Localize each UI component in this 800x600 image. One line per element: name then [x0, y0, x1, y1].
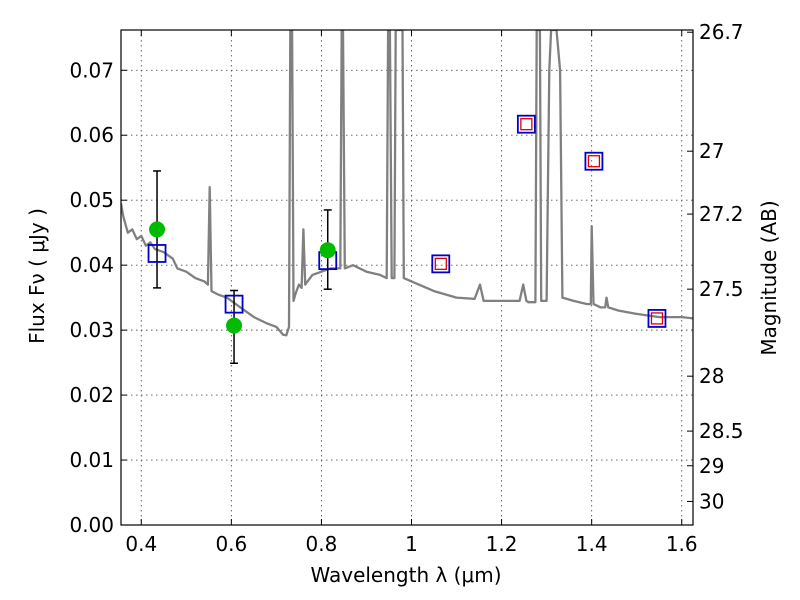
y-tick-label: 0.04 — [69, 253, 114, 277]
y2-tick-label: 29 — [699, 454, 724, 478]
x-tick-label: 1.2 — [486, 532, 518, 556]
y-tick-label: 0.03 — [69, 318, 114, 342]
upper-limit-square — [434, 257, 447, 271]
observed-flux-point — [319, 242, 336, 259]
y2-tick-label: 26.7 — [699, 20, 744, 44]
y-tick-label: 0.01 — [69, 448, 114, 472]
model-flux-square — [431, 254, 451, 274]
y-tick-label: 0.02 — [69, 383, 114, 407]
tick-labels: 0.4 0.6 0.8 1 1.2 1.4 1.6 0.00 0.01 0.02 0.03 0.04 0… — [69, 20, 743, 556]
model-spectrum-line — [121, 30, 693, 337]
x-tick-label: 0.8 — [306, 532, 338, 556]
axis-ticks — [121, 30, 693, 526]
upper-limit-square — [520, 118, 533, 131]
y-axis-title: Flux Fν ( μJy ) — [25, 208, 49, 344]
y-tick-label: 0.00 — [69, 513, 114, 537]
y-tick-label: 0.07 — [69, 58, 114, 82]
y2-tick-label: 28.5 — [699, 419, 744, 443]
y2-tick-label: 28 — [699, 364, 724, 388]
secondary-y-axis-title: Magnitude (AB) — [757, 200, 781, 355]
x-tick-label: 0.6 — [215, 532, 247, 556]
model-flux-square — [584, 151, 604, 171]
upper-limit-square — [587, 155, 601, 168]
upper-limit-square — [650, 312, 664, 325]
y-tick-label: 0.05 — [69, 188, 114, 212]
y2-tick-label: 30 — [699, 489, 724, 513]
plot-frame — [120, 29, 694, 526]
x-tick-label: 0.4 — [125, 532, 157, 556]
plot-area — [121, 30, 693, 364]
x-tick-label: 1.6 — [666, 532, 698, 556]
model-flux-square — [647, 309, 667, 328]
y2-tick-label: 27 — [699, 139, 724, 163]
model-flux-square — [224, 294, 244, 314]
y2-tick-label: 27.2 — [699, 202, 744, 226]
model-flux-square — [147, 244, 167, 263]
x-axis-title: Wavelength λ (μm) — [310, 563, 501, 587]
observed-flux-point — [149, 221, 166, 238]
grid — [121, 30, 693, 525]
y-tick-label: 0.06 — [69, 123, 114, 147]
x-tick-label: 1 — [405, 532, 418, 556]
x-tick-label: 1.4 — [576, 532, 608, 556]
y2-tick-label: 27.5 — [699, 277, 744, 301]
model-flux-square — [516, 114, 536, 134]
observed-flux-point — [226, 317, 243, 334]
